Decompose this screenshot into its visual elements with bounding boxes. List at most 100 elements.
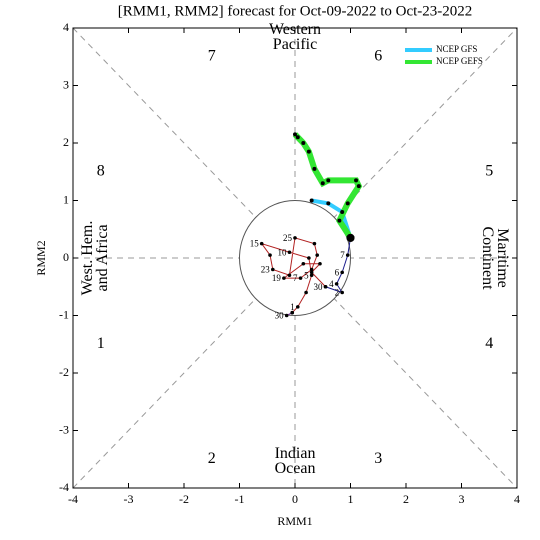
y-axis-label: RMM2 <box>34 240 48 275</box>
phase-number: 6 <box>374 47 382 64</box>
forecast-point <box>345 201 350 206</box>
region-label: West. Hem.and Africa <box>79 221 111 296</box>
region-label-line: Indian <box>275 445 316 462</box>
observed-point <box>282 276 286 280</box>
x-tick-label: 3 <box>459 492 465 506</box>
day-label: 30 <box>275 311 285 321</box>
day-label: 4 <box>329 279 334 289</box>
x-tick-label: -4 <box>68 492 78 506</box>
observed-point <box>268 253 272 257</box>
day-label: 23 <box>261 265 271 275</box>
forecast-point <box>326 201 331 206</box>
observed-point <box>301 261 306 266</box>
observed-point <box>309 273 314 278</box>
observed-point <box>290 310 295 315</box>
x-tick-label: 4 <box>514 492 520 506</box>
forecast-point <box>312 166 317 171</box>
observed-point <box>309 270 314 275</box>
day-label: 1 <box>290 302 295 312</box>
day-label: 10 <box>277 247 287 257</box>
unit-circle <box>239 200 351 316</box>
phase-number: 8 <box>97 162 105 179</box>
region-label-line: Maritime <box>494 228 511 288</box>
day-label: 7 <box>340 250 345 260</box>
y-tick-label: 2 <box>63 135 69 149</box>
day-label: 6 <box>335 267 340 277</box>
observed-point <box>287 250 292 255</box>
phase-number: 2 <box>208 450 216 467</box>
day-label: 2 <box>335 288 340 298</box>
region-label-line: West. Hem. <box>79 221 96 296</box>
observed-point <box>340 290 344 295</box>
chart-title: [RMM1, RMM2] forecast for Oct-09-2022 to… <box>118 3 473 19</box>
y-tick-label: -1 <box>59 307 69 321</box>
x-tick-label: -2 <box>179 492 189 506</box>
day-label: 25 <box>283 233 293 243</box>
observed-point <box>259 241 264 246</box>
day-label: 7 <box>293 273 298 283</box>
day-label: 19 <box>272 273 282 283</box>
day-label: 30 <box>314 282 324 292</box>
x-tick-label: 1 <box>348 492 354 506</box>
phase-number: 5 <box>485 162 493 179</box>
region-label-line: Ocean <box>275 460 316 477</box>
observed-point <box>348 236 353 240</box>
forecast-point <box>340 210 345 214</box>
forecast-point <box>320 181 325 186</box>
y-tick-label: -2 <box>59 365 69 379</box>
observed-point <box>334 282 339 286</box>
observed-point <box>271 267 275 272</box>
observed-point <box>287 273 292 278</box>
forecast-point <box>337 218 342 223</box>
phase-number: 7 <box>208 47 216 64</box>
day-label: 15 <box>250 239 260 249</box>
forecast-point <box>326 178 331 183</box>
legend-label: NCEP GFS <box>436 44 477 54</box>
phase-number: 3 <box>374 450 382 467</box>
forecast-point <box>306 149 311 154</box>
phase-number: 1 <box>97 335 105 352</box>
region-label-line: Continent <box>479 226 496 290</box>
y-tick-label: -3 <box>59 422 69 436</box>
y-tick-label: 3 <box>63 77 69 91</box>
observed-point <box>315 253 320 257</box>
x-tick-label: -1 <box>235 492 245 506</box>
y-tick-label: -4 <box>59 480 69 494</box>
forecast-line <box>311 198 353 239</box>
x-tick-label: -3 <box>124 492 134 506</box>
observed-point <box>295 305 300 309</box>
forecast-point <box>301 141 306 145</box>
region-label-line: Western <box>269 21 321 38</box>
observed-point <box>340 270 344 275</box>
forecast-point <box>309 198 314 203</box>
observed-point <box>284 313 289 318</box>
observed-point <box>309 267 314 272</box>
day-label: 5 <box>304 270 309 280</box>
y-tick-label: 1 <box>63 192 69 206</box>
phase-number: 4 <box>485 335 493 352</box>
observed-point <box>304 290 308 295</box>
observed-point <box>318 261 322 266</box>
observed-point <box>345 253 350 257</box>
observed-line <box>325 237 351 294</box>
observed-point <box>293 236 297 240</box>
forecast-point <box>293 132 297 137</box>
region-label-line: Pacific <box>273 36 317 53</box>
forecast-point <box>295 135 300 140</box>
x-tick-label: 2 <box>403 492 409 506</box>
observed-point <box>323 284 328 289</box>
observed-point <box>307 256 311 260</box>
region-label-line: and Africa <box>94 224 111 291</box>
forecast-point <box>356 184 361 189</box>
y-tick-label: 0 <box>63 250 69 264</box>
x-axis-label: RMM1 <box>277 514 312 528</box>
forecast-point <box>354 178 359 183</box>
observed-point <box>298 276 303 280</box>
y-tick-label: 4 <box>63 20 69 34</box>
x-tick-label: 0 <box>292 492 298 506</box>
legend-label: NCEP GEFS <box>436 56 483 66</box>
